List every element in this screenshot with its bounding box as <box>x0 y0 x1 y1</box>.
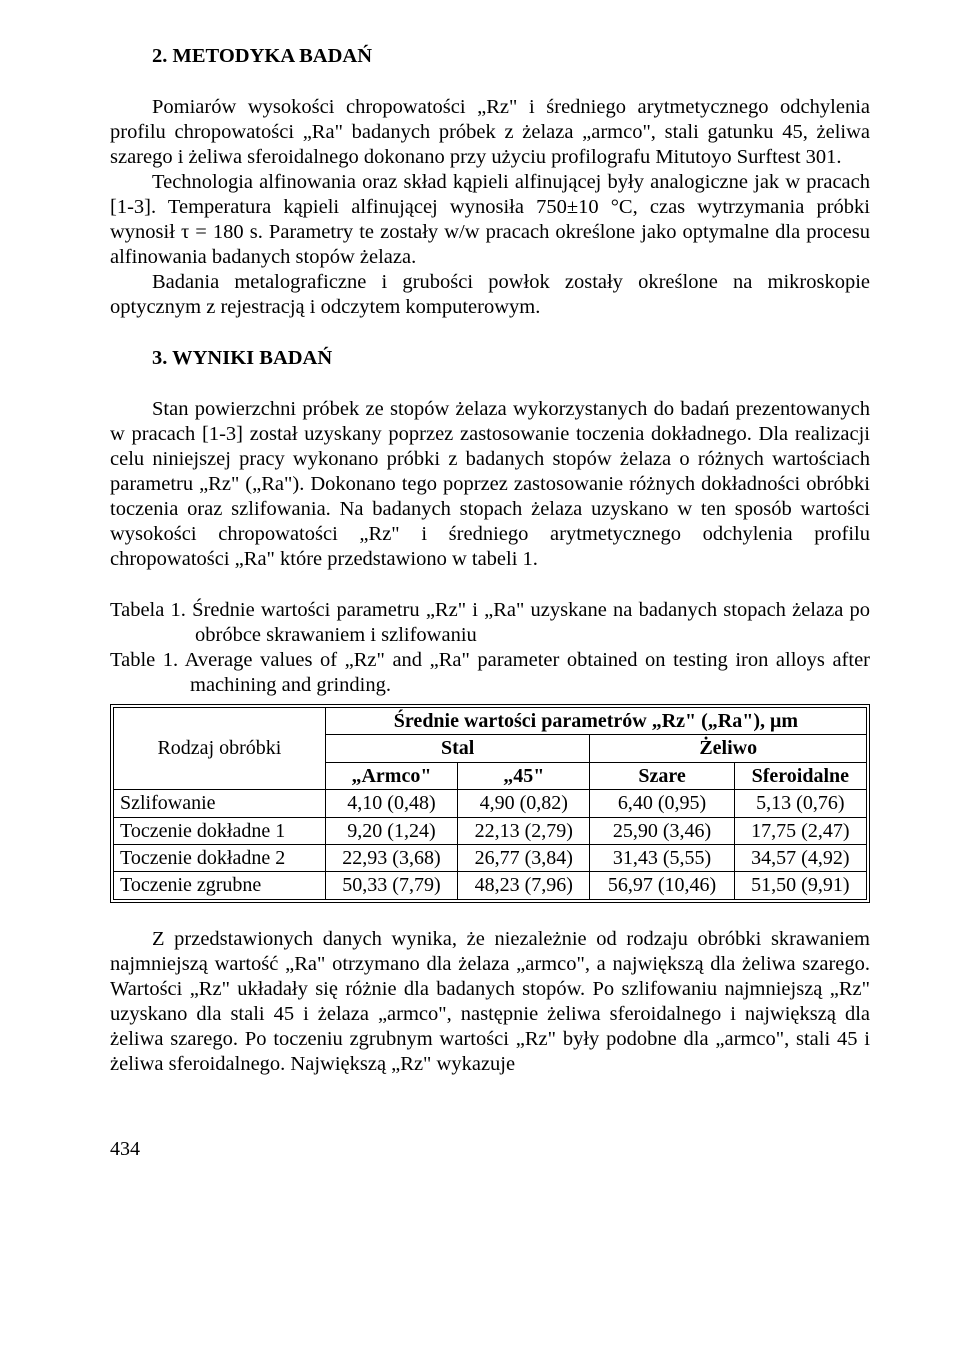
section-3-body: Stan powierzchni próbek ze stopów żelaza… <box>110 397 870 572</box>
row-label: Toczenie dokładne 2 <box>114 844 326 871</box>
section-2-body: Pomiarów wysokości chropowatości „Rz" i … <box>110 95 870 320</box>
section-2-para-3: Badania metalograficzne i grubości powło… <box>110 270 870 320</box>
cell: 26,77 (3,84) <box>458 844 590 871</box>
page: 2. METODYKA BADAŃ Pomiarów wysokości chr… <box>0 0 960 1367</box>
section-3-para-1: Stan powierzchni próbek ze stopów żelaza… <box>110 397 870 572</box>
table-row: Toczenie dokładne 1 9,20 (1,24) 22,13 (2… <box>114 817 867 844</box>
row-label: Toczenie dokładne 1 <box>114 817 326 844</box>
cell: 56,97 (10,46) <box>590 872 734 899</box>
cell: 4,90 (0,82) <box>458 790 590 817</box>
cell: 6,40 (0,95) <box>590 790 734 817</box>
cell: 22,93 (3,68) <box>325 844 457 871</box>
section-2-para-1: Pomiarów wysokości chropowatości „Rz" i … <box>110 95 870 170</box>
page-number: 434 <box>110 1137 870 1161</box>
group-stal: Stal <box>325 735 590 762</box>
table-row: Szlifowanie 4,10 (0,48) 4,90 (0,82) 6,40… <box>114 790 867 817</box>
col-sfer: Sferoidalne <box>734 762 866 789</box>
cell: 9,20 (1,24) <box>325 817 457 844</box>
cell: 22,13 (2,79) <box>458 817 590 844</box>
row-label: Szlifowanie <box>114 790 326 817</box>
section-3-title: 3. WYNIKI BADAŃ <box>110 346 870 371</box>
cell: 34,57 (4,92) <box>734 844 866 871</box>
section-2-title: 2. METODYKA BADAŃ <box>110 44 870 69</box>
table-caption-pl: Tabela 1. Średnie wartości parametru „Rz… <box>110 598 870 648</box>
cell: 50,33 (7,79) <box>325 872 457 899</box>
row-label: Toczenie zgrubne <box>114 872 326 899</box>
table-caption-en: Table 1. Average values of „Rz" and „Ra"… <box>110 648 870 698</box>
cell: 25,90 (3,46) <box>590 817 734 844</box>
header-top: Średnie wartości parametrów „Rz" („Ra"),… <box>325 708 866 735</box>
table-row: Toczenie dokładne 2 22,93 (3,68) 26,77 (… <box>114 844 867 871</box>
data-table: Rodzaj obróbki Średnie wartości parametr… <box>113 707 867 900</box>
col-szare: Szare <box>590 762 734 789</box>
cell: 4,10 (0,48) <box>325 790 457 817</box>
after-table-para-1: Z przedstawionych danych wynika, że niez… <box>110 927 870 1077</box>
cell: 5,13 (0,76) <box>734 790 866 817</box>
cell: 51,50 (9,91) <box>734 872 866 899</box>
col-rodzaj-header: Rodzaj obróbki <box>114 708 326 790</box>
data-table-frame: Rodzaj obróbki Średnie wartości parametr… <box>110 704 870 903</box>
table-row: Toczenie zgrubne 50,33 (7,79) 48,23 (7,9… <box>114 872 867 899</box>
table-header-row-1: Rodzaj obróbki Średnie wartości parametr… <box>114 708 867 735</box>
table-caption: Tabela 1. Średnie wartości parametru „Rz… <box>110 598 870 698</box>
cell: 48,23 (7,96) <box>458 872 590 899</box>
col-armco: „Armco" <box>325 762 457 789</box>
cell: 17,75 (2,47) <box>734 817 866 844</box>
section-2-para-2: Technologia alfinowania oraz skład kąpie… <box>110 170 870 270</box>
cell: 31,43 (5,55) <box>590 844 734 871</box>
group-zeliwo: Żeliwo <box>590 735 867 762</box>
col-45: „45" <box>458 762 590 789</box>
